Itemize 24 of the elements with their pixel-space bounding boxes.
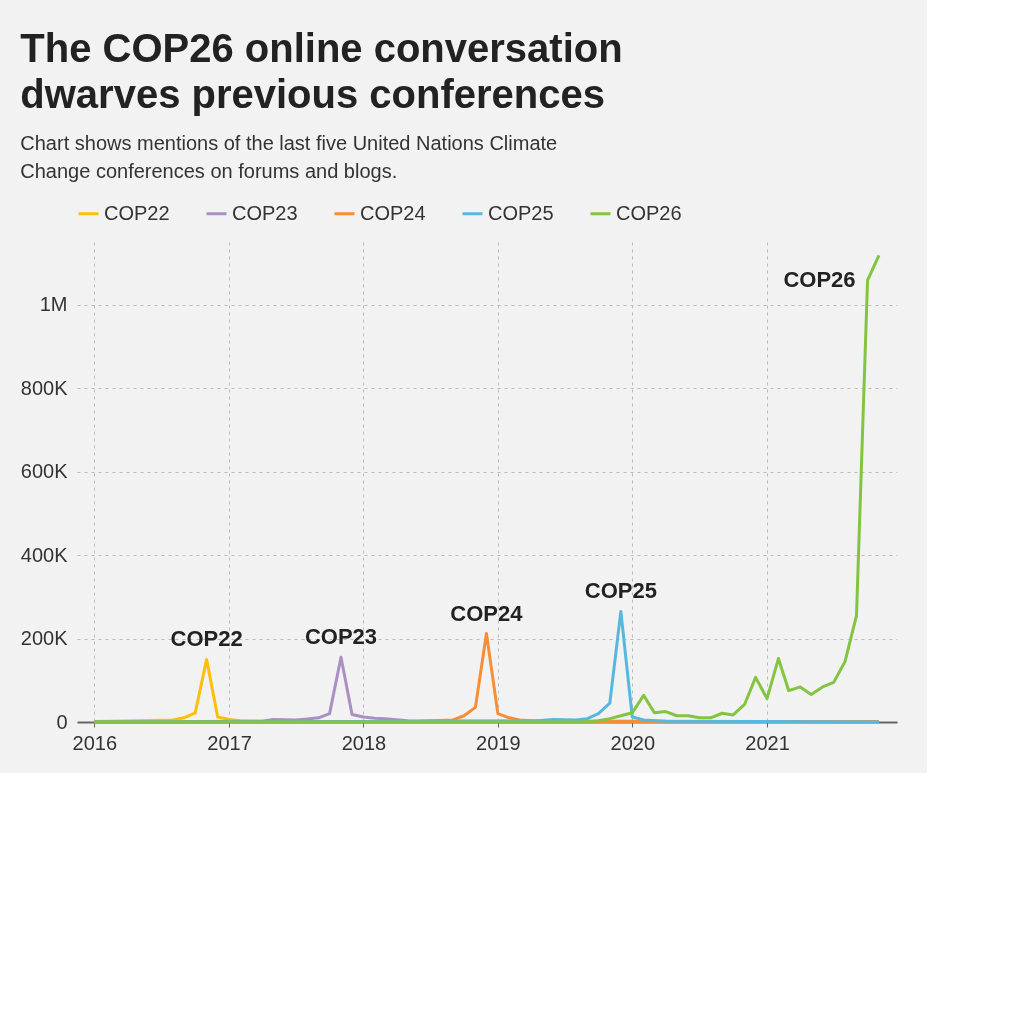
- x-tick-label: 2017: [207, 731, 252, 754]
- chart-title: The COP26 online conversation dwarves previous conferences: [20, 26, 623, 116]
- x-tick-label: 2020: [610, 731, 656, 754]
- x-tick-label: 2016: [72, 731, 118, 754]
- legend-label: COP24: [360, 201, 426, 224]
- chart-subtitle: Chart shows mentions of the last five United Nations Climate Change conferences on forums and blogs.: [20, 132, 558, 182]
- x-tick-label: 2021: [745, 731, 790, 754]
- legend-label: COP25: [488, 201, 554, 224]
- annotation: COP22: [170, 626, 243, 652]
- annotation: COP23: [304, 624, 378, 650]
- annotation: COP26: [783, 267, 856, 293]
- x-tick-label: 2018: [341, 731, 387, 754]
- legend-label: COP23: [232, 201, 298, 224]
- x-tick-label: 2019: [476, 731, 521, 754]
- y-tick-label: 0: [56, 710, 68, 733]
- y-tick-label: 800K: [20, 376, 69, 399]
- annotation: COP24: [450, 600, 524, 626]
- legend-label: COP22: [104, 201, 170, 224]
- y-tick-label: 400K: [20, 543, 69, 566]
- legend-label: COP26: [616, 201, 682, 224]
- y-tick-label: 1M: [39, 293, 68, 316]
- y-tick-label: 200K: [20, 627, 69, 650]
- y-tick-label: 600K: [20, 460, 69, 483]
- annotation: COP25: [584, 578, 657, 604]
